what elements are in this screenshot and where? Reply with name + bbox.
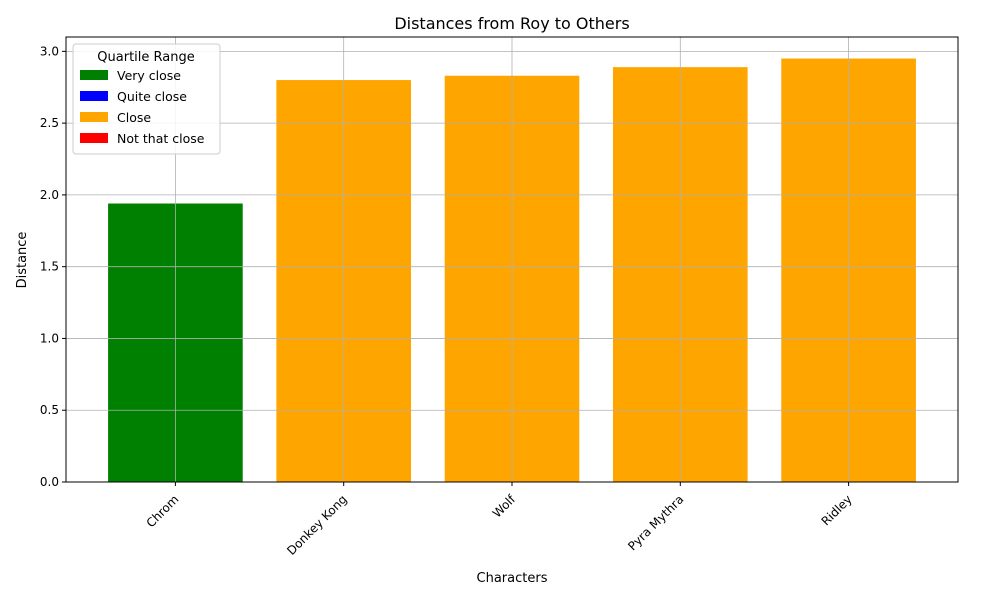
x-axis-label: Characters (477, 571, 548, 586)
chart-title: Distances from Roy to Others (394, 14, 629, 33)
legend-label: Quite close (117, 89, 187, 104)
y-tick-label: 1.0 (40, 331, 59, 345)
y-tick-label: 0.5 (40, 403, 59, 417)
legend: Quartile Range Very close Quite close Clos… (72, 43, 221, 155)
y-tick-label: 1.5 (40, 260, 59, 274)
legend-label: Very close (117, 68, 181, 83)
legend-swatch (80, 133, 108, 143)
legend-swatch (80, 91, 108, 101)
y-axis-label: Distance (15, 232, 30, 289)
legend-swatch (80, 70, 108, 80)
legend-box (72, 43, 221, 155)
legend-title: Quartile Range (97, 50, 194, 65)
y-tick-label: 0.0 (40, 475, 59, 489)
y-tick-label: 2.0 (40, 188, 59, 202)
y-tick-label: 3.0 (40, 44, 59, 58)
legend-label: Close (117, 110, 151, 125)
legend-label: Not that close (117, 131, 205, 146)
y-axis: 0.0 0.5 1.0 1.5 2.0 2.5 3.0 (40, 44, 66, 489)
y-tick-label: 2.5 (40, 116, 59, 130)
legend-swatch (80, 112, 108, 122)
